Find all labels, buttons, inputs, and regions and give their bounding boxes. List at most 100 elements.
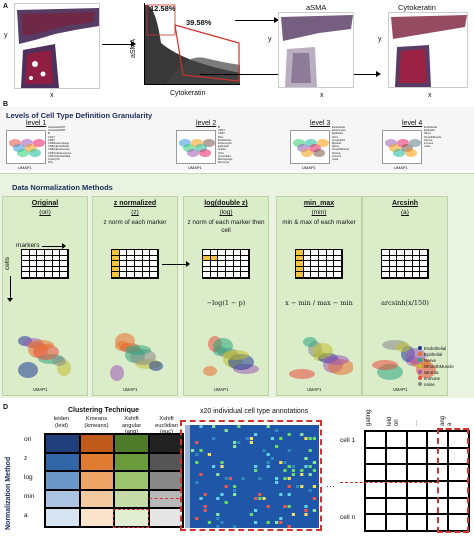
heatmap-cell	[228, 477, 232, 480]
matrix-cell	[29, 272, 38, 278]
clustering-cell	[79, 508, 114, 527]
matrix-cell	[29, 261, 38, 267]
level-legend-item: Epithelial	[218, 145, 229, 149]
clustering-cell	[79, 434, 114, 453]
legend-swatch	[418, 370, 422, 374]
panel-a-x-axis-label: x	[50, 92, 54, 99]
heatmap-canvas	[185, 425, 319, 528]
cluster-column-header: Xshift euclidian (euc)	[149, 416, 184, 436]
heatmap-cell	[287, 477, 291, 480]
tissue-map-left	[17, 8, 99, 88]
legend-swatch	[418, 364, 422, 368]
matrix-cell	[296, 255, 304, 262]
matrix-cell	[112, 250, 120, 256]
heatmap-cell	[212, 465, 216, 468]
matrix-cell	[420, 255, 428, 262]
level-legend-item: CD57pcEndothelial	[48, 154, 71, 158]
level-legend-item: Goblet	[218, 148, 226, 152]
markers-label: markers	[16, 242, 40, 249]
heatmap-cell	[287, 465, 291, 468]
matrix-cell	[60, 255, 68, 262]
heatmap-cell	[308, 489, 312, 492]
annotation-highlight	[437, 428, 469, 533]
normalization-row-label: a	[24, 512, 28, 519]
cluster-column-header: leiden (leid)	[44, 416, 79, 429]
data-matrix	[381, 249, 429, 279]
matrix-cell	[119, 250, 128, 256]
legend-swatch	[418, 352, 422, 356]
arrow-a3-head	[376, 71, 381, 77]
arrow-a1	[102, 44, 134, 45]
heatmap-cell	[304, 465, 308, 468]
clustering-cell	[45, 434, 80, 453]
matrix-cell	[311, 272, 319, 278]
matrix-cell	[303, 255, 312, 262]
legend-swatch	[418, 358, 422, 362]
heatmap-cell	[304, 457, 308, 460]
matrix-cell	[210, 272, 219, 278]
panel-c-legend: Endothelial Epithelial Nerve SmoothMuscle St…	[418, 346, 454, 388]
level-legend-item: Myeloid	[332, 142, 341, 146]
clustering-cell	[79, 452, 114, 472]
heatmap-cell	[275, 481, 279, 484]
heatmap-cell	[249, 441, 253, 444]
clustering-cell	[114, 489, 149, 509]
matrix-cell	[326, 266, 335, 273]
method-umap-x-label: UMAP1	[393, 387, 408, 392]
heatmap-cell	[300, 433, 304, 436]
clustering-cell	[148, 471, 183, 490]
legend-item: Epithelial	[418, 352, 454, 358]
matrix-cell	[142, 255, 151, 262]
level-legend-item: CD8pcEnterocytes	[48, 148, 70, 152]
asma-y-label: y	[268, 36, 272, 43]
matrix-cell	[397, 266, 405, 273]
matrix-cell	[150, 266, 158, 273]
level-legend-item: Monocyte	[218, 161, 230, 165]
heatmap-cell	[287, 449, 291, 452]
matrix-cell	[241, 261, 249, 267]
highlight-link-line	[149, 498, 179, 499]
clustering-cell	[114, 452, 149, 472]
level-legend-item: Nerve	[424, 132, 431, 136]
normalization-axis-label: Normalization Method	[5, 456, 12, 530]
ellipsis-text: …	[326, 479, 335, 489]
heatmap-cell	[283, 477, 287, 480]
heatmap-cell	[203, 493, 207, 496]
matrix-cell	[318, 250, 327, 256]
matrix-cell	[37, 250, 45, 256]
matrix-cell	[397, 261, 405, 267]
panel-b-label: B	[3, 101, 9, 108]
matrix-cell	[311, 250, 319, 256]
matrix-cell	[382, 250, 390, 256]
level-legend-item: SmoothMuscle	[332, 148, 350, 152]
level-umap-4	[382, 130, 422, 164]
normalization-row-label: z	[24, 455, 28, 462]
scatter-pct-mid: 39.58%	[186, 18, 212, 27]
legend-label: Endothelial	[424, 346, 447, 351]
normalization-row-label: min	[24, 493, 35, 500]
cluster-column-abbr: (kmeans)	[84, 422, 109, 429]
heatmap-cell	[308, 449, 312, 452]
heatmap-cell	[312, 461, 316, 464]
heatmap-cell	[237, 441, 241, 444]
heatmap-cell	[254, 469, 258, 472]
heatmap-cell	[283, 469, 287, 472]
matrix-cell	[203, 261, 211, 267]
annotation-cell	[406, 431, 428, 448]
highlight-cell	[113, 509, 149, 528]
level-legend-item: immune	[332, 154, 342, 158]
matrix-cell	[22, 272, 30, 278]
matrix-cell	[303, 272, 312, 278]
level-legend-item: SmoothMuscle	[424, 135, 442, 139]
matrix-cell	[22, 250, 30, 256]
matrix-cell	[412, 266, 421, 273]
method-abbr: (a)	[401, 209, 409, 216]
heatmap-cell	[275, 429, 279, 432]
method-title: z normalized	[113, 200, 157, 207]
method-umap-x-label: UMAP1	[307, 387, 322, 392]
level-legend-item: Lymphatics	[332, 138, 346, 142]
heatmap-cell	[312, 497, 316, 500]
panel-d-label: D	[3, 404, 9, 411]
matrix-cell	[210, 261, 219, 267]
legend-item: noise	[418, 382, 454, 388]
